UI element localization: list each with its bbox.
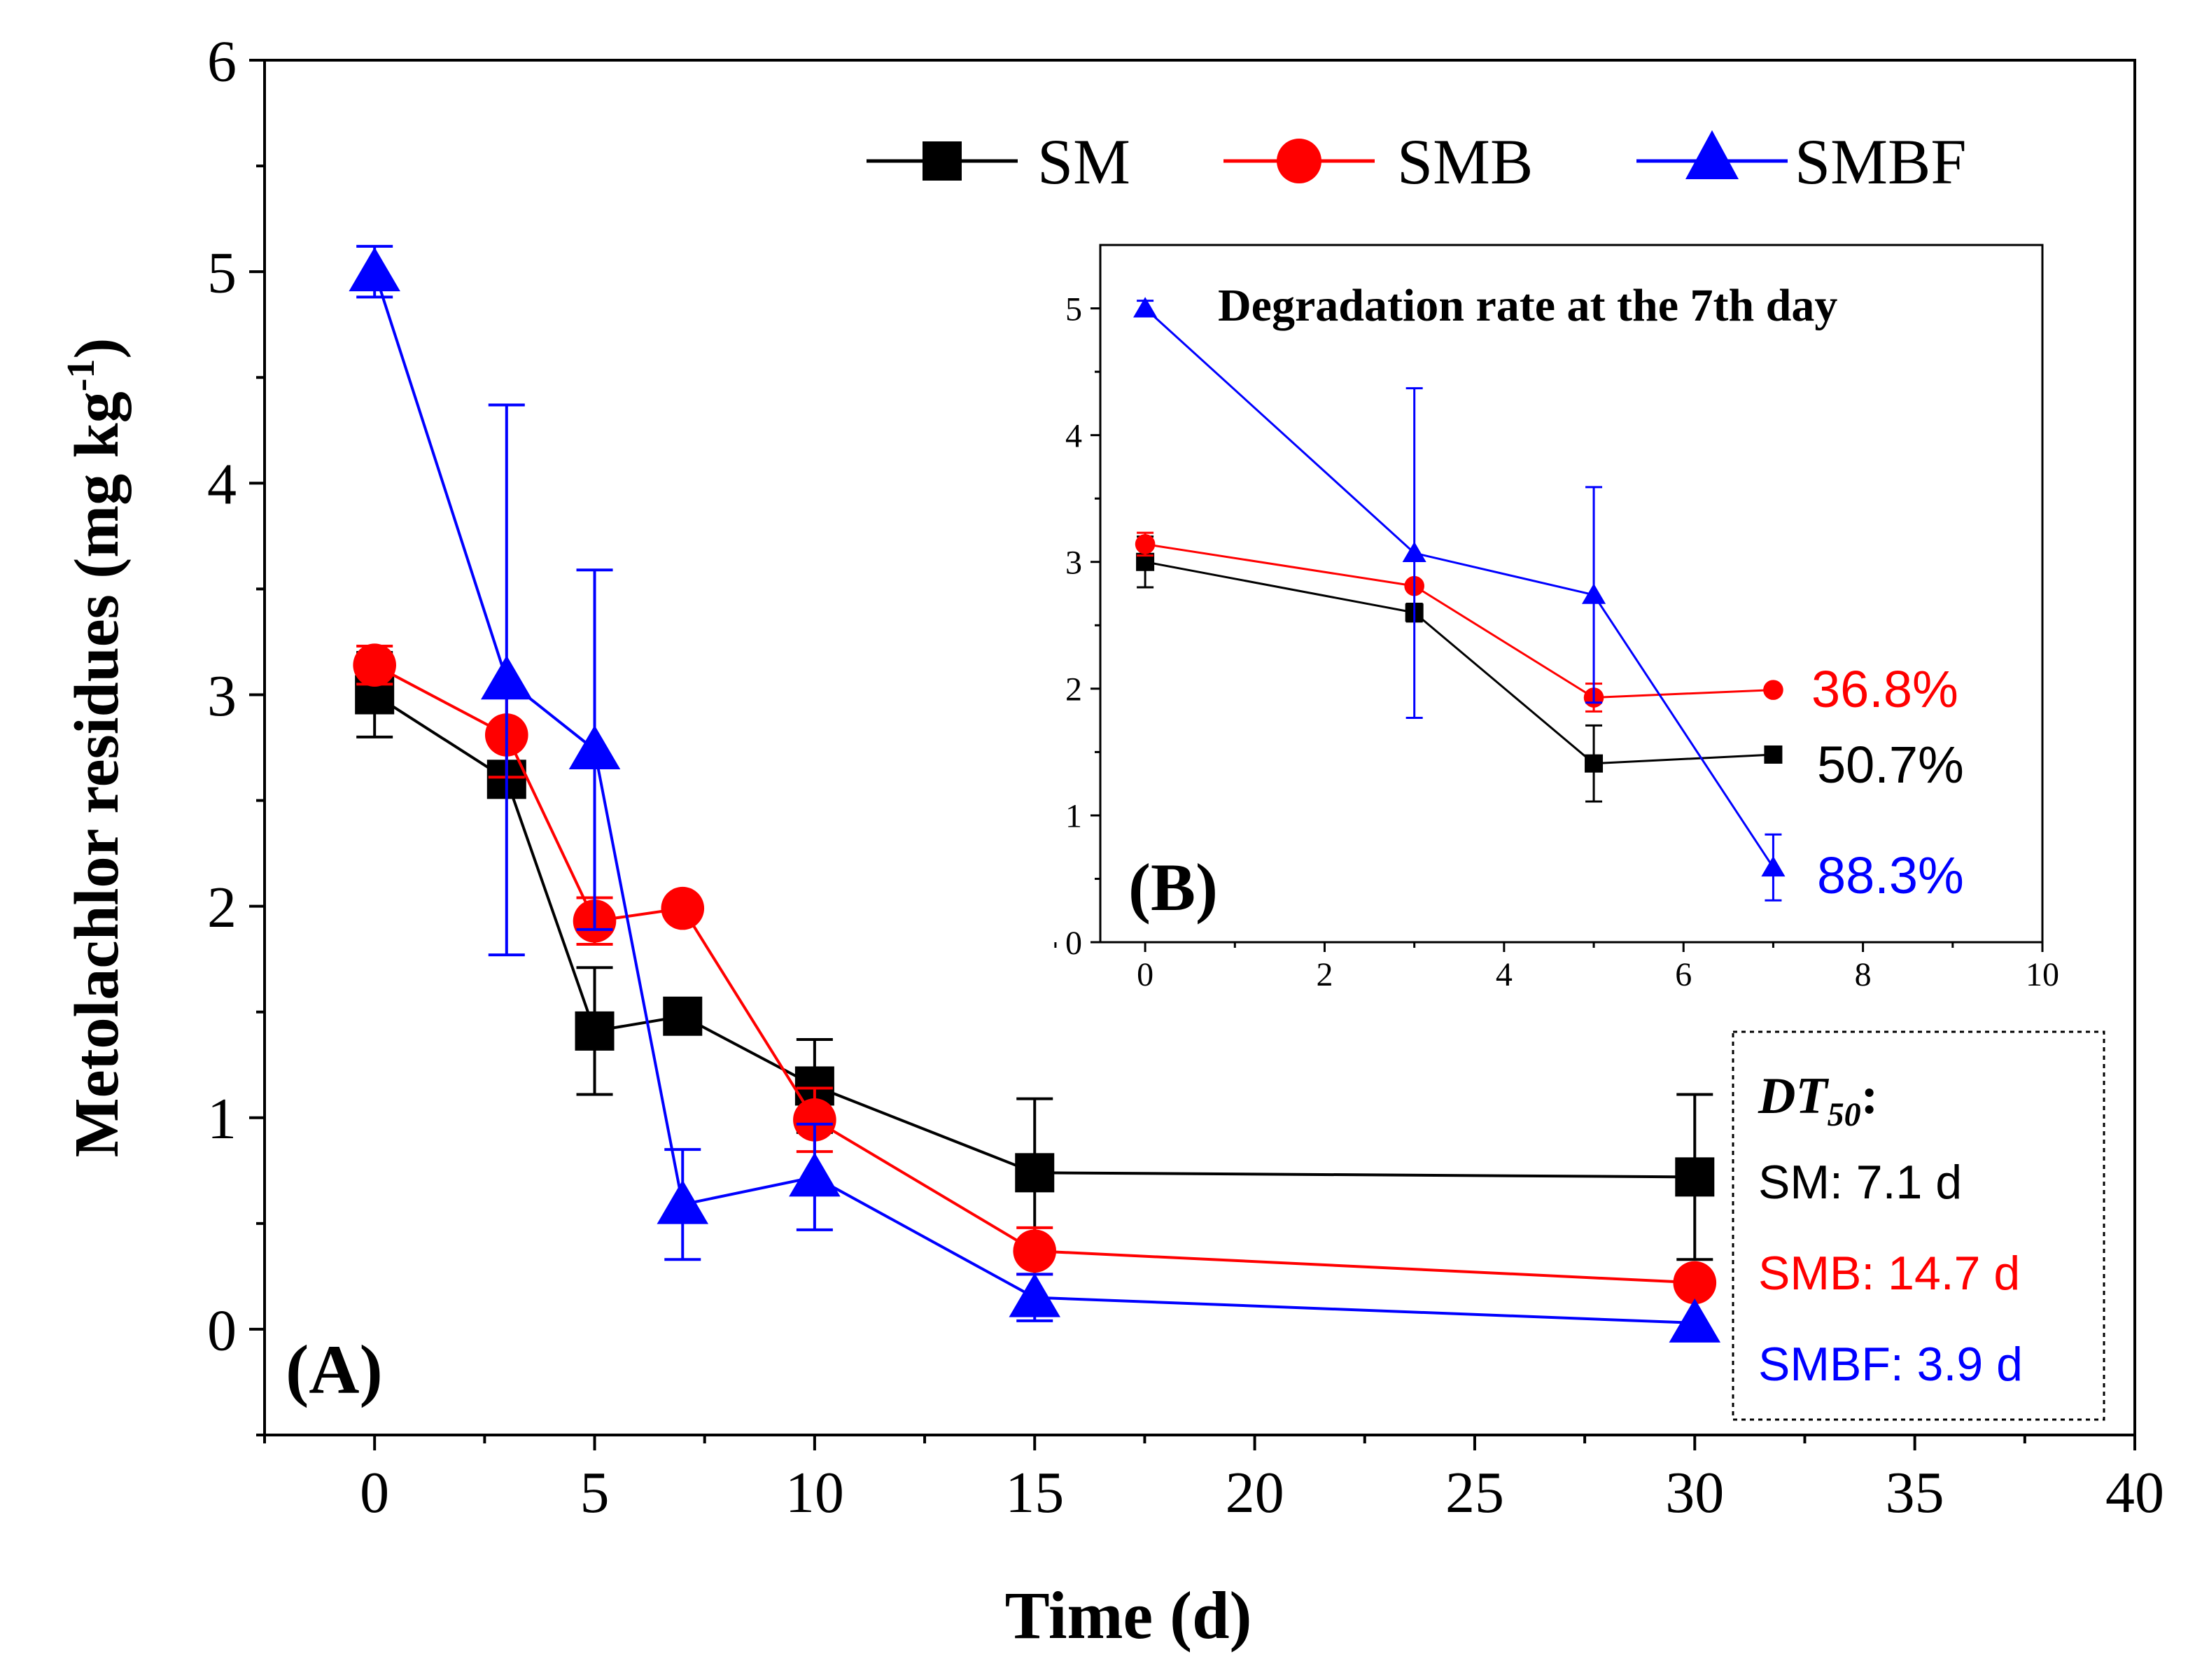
a-point-sm bbox=[663, 996, 703, 1036]
b-series-line-smb bbox=[1144, 542, 1774, 699]
dt50-title-sub: 50 bbox=[1828, 1096, 1861, 1133]
panel-a-plot-frame bbox=[263, 59, 2136, 1436]
rate-label-smbf: 88.3% bbox=[1817, 846, 1964, 904]
a-point-smb bbox=[353, 643, 396, 687]
panel-b-inset: 0 2 4 6 8 10 0 1 2 3 4 5 Degradation rate at the 7t… bbox=[1054, 244, 2059, 993]
legend-marker-square bbox=[923, 141, 962, 181]
panel-a-label: (A) bbox=[286, 1331, 383, 1408]
a-point-sm bbox=[1015, 1153, 1055, 1193]
b-y-tick-label: 2 bbox=[1065, 671, 1082, 708]
a-point-smb bbox=[661, 886, 705, 930]
a-y-tick-label: 1 bbox=[207, 1086, 237, 1152]
b-x-tick-label: 0 bbox=[1137, 956, 1153, 993]
b-x-tick-label: 8 bbox=[1855, 956, 1872, 993]
b-y-tick-label: 0 bbox=[1065, 925, 1082, 962]
legend-marker-circle bbox=[1277, 139, 1321, 183]
legend-item-smb: SMB bbox=[1223, 126, 1533, 197]
b-point-smbf bbox=[1761, 855, 1786, 877]
rate-label-smb: 36.8% bbox=[1811, 660, 1958, 718]
legend-label-sm: SM bbox=[1037, 126, 1130, 197]
a-x-tick-label: 0 bbox=[360, 1460, 389, 1525]
a-x-tick-label: 40 bbox=[2105, 1460, 2164, 1525]
b-point-smbf bbox=[1133, 297, 1158, 318]
a-point-sm bbox=[575, 1011, 615, 1051]
b-x-tick-label: 10 bbox=[2026, 956, 2059, 993]
a-y-tick-label: 3 bbox=[207, 664, 237, 729]
b-x-tick-label: 2 bbox=[1316, 956, 1333, 993]
b-point-sm bbox=[1764, 745, 1783, 764]
a-point-smb bbox=[1673, 1261, 1717, 1305]
y-axis-label-close: ) bbox=[62, 338, 132, 359]
b-y-tick-label: 5 bbox=[1065, 290, 1082, 328]
a-y-tick-label: 6 bbox=[207, 29, 237, 94]
b-point-smbf bbox=[1581, 583, 1606, 604]
a-y-tick-label: 5 bbox=[207, 241, 237, 306]
y-axis-label: Metolachlor residues (mg kg-1) bbox=[59, 338, 132, 1158]
panel-b-title: Degradation rate at the 7th day bbox=[1218, 280, 1837, 331]
a-point-smbf bbox=[789, 1152, 841, 1197]
y-axis-label-exponent: -1 bbox=[59, 359, 103, 392]
panel-b-plot-frame bbox=[1099, 244, 2044, 944]
dt50-box-border bbox=[1732, 1030, 2105, 1421]
a-y-tick-label: 2 bbox=[207, 875, 237, 940]
dt50-entry-smbf: SMBF: 3.9 d bbox=[1758, 1338, 2023, 1391]
b-point-smb bbox=[1763, 680, 1783, 700]
x-axis-label: Time (d) bbox=[1005, 1578, 1252, 1653]
panel-b-series bbox=[1133, 297, 1786, 902]
legend-label-smb: SMB bbox=[1397, 126, 1533, 197]
b-point-smb bbox=[1135, 534, 1156, 554]
b-y-tick-label: 3 bbox=[1065, 545, 1082, 582]
dt50-title: DT50: bbox=[1758, 1068, 1878, 1133]
a-point-smbf bbox=[568, 725, 621, 770]
b-point-sm bbox=[1585, 754, 1604, 773]
dt50-box: DT50: SM: 7.1 d SMB: 14.7 d SMBF: 3.9 d bbox=[1732, 1030, 2105, 1421]
b-series-line-smbf bbox=[1144, 307, 1774, 869]
a-point-smbf bbox=[349, 247, 400, 292]
a-x-tick-label: 10 bbox=[785, 1460, 844, 1525]
a-x-tick-label: 15 bbox=[1005, 1460, 1064, 1525]
panel-a-series bbox=[349, 244, 1721, 1343]
a-x-tick-label: 5 bbox=[580, 1460, 610, 1525]
a-x-tick-label: 25 bbox=[1445, 1460, 1504, 1525]
legend-label-smbf: SMBF bbox=[1795, 126, 1967, 197]
b-x-tick-label: 4 bbox=[1496, 956, 1513, 993]
a-x-tick-label: 35 bbox=[1886, 1460, 1944, 1525]
legend-marker-triangle bbox=[1685, 130, 1739, 179]
legend: SM SMB SMBF bbox=[867, 126, 1967, 197]
panel-b-label: (B) bbox=[1128, 850, 1218, 925]
legend-item-smbf: SMBF bbox=[1636, 126, 1967, 197]
rate-label-sm: 50.7% bbox=[1817, 736, 1964, 794]
y-axis-label-main: Metolachlor residues (mg kg bbox=[62, 391, 132, 1157]
a-point-smbf bbox=[1669, 1298, 1721, 1343]
dt50-title-main: DT bbox=[1758, 1068, 1829, 1125]
a-y-tick-label: 0 bbox=[207, 1298, 237, 1363]
b-x-tick-label: 6 bbox=[1675, 956, 1692, 993]
a-point-smbf bbox=[657, 1180, 709, 1224]
a-point-smbf bbox=[481, 655, 533, 700]
dt50-entry-sm: SM: 7.1 d bbox=[1758, 1156, 1962, 1209]
dt50-title-colon: : bbox=[1861, 1068, 1879, 1125]
a-point-smb bbox=[1013, 1229, 1057, 1273]
panel-b-ticks: 0 2 4 6 8 10 0 1 2 3 4 5 bbox=[1054, 290, 2059, 993]
b-y-tick-label: 4 bbox=[1065, 417, 1082, 454]
b-point-smbf bbox=[1402, 541, 1426, 563]
b-series-line-sm bbox=[1144, 561, 1774, 765]
a-x-tick-label: 30 bbox=[1665, 1460, 1724, 1525]
a-point-smb bbox=[793, 1098, 836, 1142]
a-point-sm bbox=[1675, 1157, 1715, 1197]
legend-item-sm: SM bbox=[867, 126, 1130, 197]
dt50-entry-smb: SMB: 14.7 d bbox=[1758, 1247, 2020, 1300]
b-y-tick-label: 1 bbox=[1065, 798, 1082, 835]
a-y-tick-label: 4 bbox=[207, 452, 237, 517]
a-point-smbf bbox=[1009, 1273, 1060, 1317]
a-x-tick-label: 20 bbox=[1226, 1460, 1284, 1525]
